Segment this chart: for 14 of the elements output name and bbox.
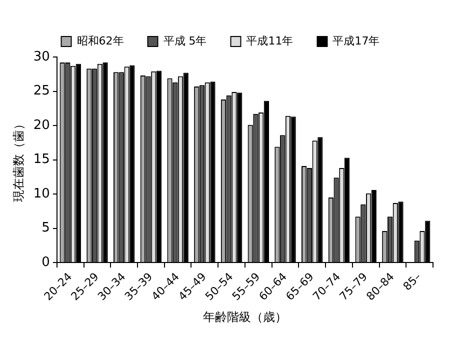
legend-label: 平成11年 (246, 34, 294, 48)
x-axis-title: 年齢階級（歳） (202, 310, 287, 324)
y-tick-label: 5 (42, 220, 50, 236)
legend-label: 昭和62年 (76, 34, 124, 48)
y-tick-label: 20 (33, 118, 50, 133)
y-tick-label: 0 (42, 254, 50, 270)
y-tick-label: 10 (33, 186, 50, 202)
y-tick-label: 25 (33, 84, 50, 99)
x-tick-label: 85– (400, 270, 424, 294)
legend-label: 平成17年 (332, 34, 380, 48)
y-axis-title: 現在歯数（歯） (11, 118, 26, 202)
legend-label: 平成 5年 (163, 34, 207, 48)
y-tick-label: 30 (33, 49, 50, 64)
y-tick-label: 15 (33, 152, 50, 168)
